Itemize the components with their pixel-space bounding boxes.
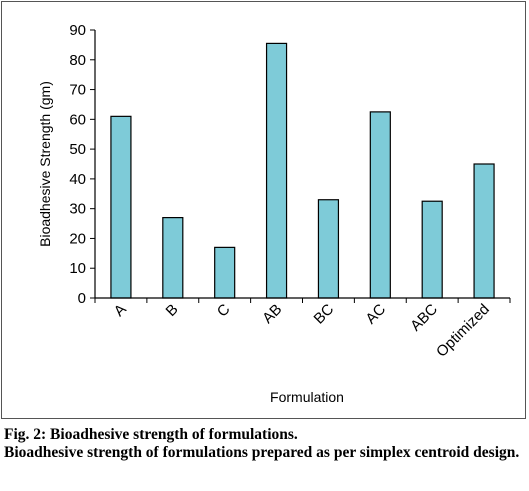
y-tick-label: 70 <box>69 82 86 99</box>
y-tick-label: 60 <box>69 111 86 128</box>
bar-abc <box>421 200 443 299</box>
y-axis-label: Bioadhesive Strength (gm) <box>37 81 53 247</box>
y-tick-label: 10 <box>69 260 86 277</box>
bars <box>110 42 495 299</box>
y-tick-label: 30 <box>69 201 86 218</box>
x-tick-label: AC <box>362 301 389 328</box>
y-tick-label: 20 <box>69 230 86 247</box>
x-axis-label: Formulation <box>270 389 344 405</box>
figure-label: Fig. 2: Bioadhesive strength of formulat… <box>4 426 298 443</box>
bar-bc <box>317 199 340 299</box>
y-tick-label: 40 <box>69 171 86 188</box>
x-tick-label: AB <box>259 301 285 327</box>
figure-caption: Fig. 2: Bioadhesive strength of formulat… <box>4 426 526 462</box>
x-tick-label: C <box>214 301 234 321</box>
y-tick-label: 80 <box>69 52 86 69</box>
bar-c <box>214 246 236 299</box>
y-tick-label: 0 <box>78 290 86 307</box>
x-tick-label: A <box>111 301 130 320</box>
figure-description: Bioadhesive strength of formulations pre… <box>4 444 520 461</box>
bar-ac <box>369 111 391 299</box>
x-tick-label: B <box>163 301 182 320</box>
x-tick-label: ABC <box>407 301 441 335</box>
bar-b <box>162 217 184 299</box>
bar-optimized <box>473 163 495 299</box>
x-tick-label: BC <box>311 301 338 328</box>
bar-a <box>110 115 132 299</box>
y-tick-label: 50 <box>69 141 86 158</box>
y-tick-label: 90 <box>69 22 86 39</box>
x-tick-label: Optimized <box>433 301 493 361</box>
y-axis-ticks: 0 10 20 30 40 50 60 70 80 90 <box>69 22 95 307</box>
bar-ab <box>265 42 288 299</box>
axes <box>94 30 510 299</box>
